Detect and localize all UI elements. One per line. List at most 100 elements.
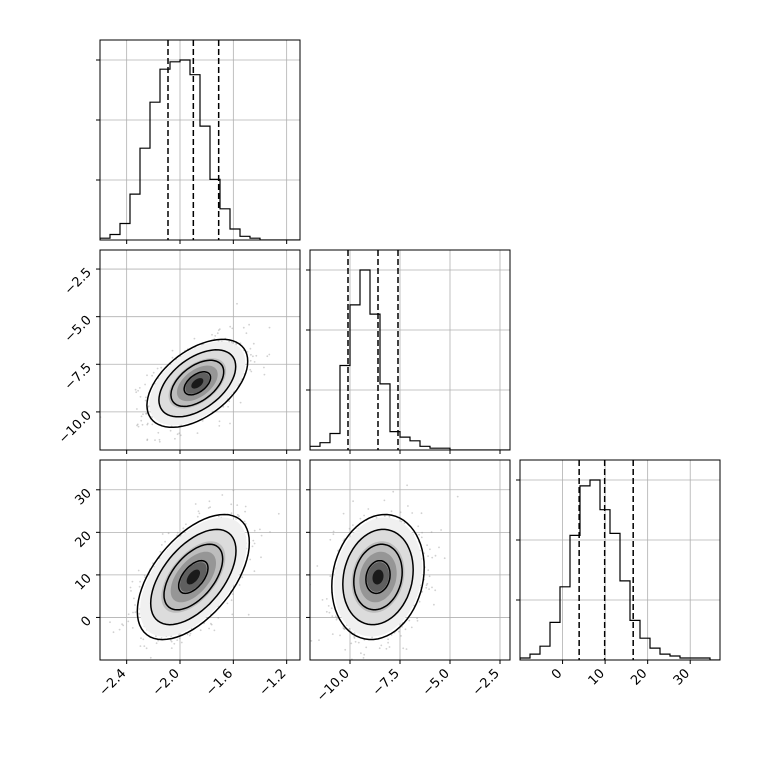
sample-point — [210, 622, 212, 625]
sample-point — [217, 329, 220, 332]
sample-point — [156, 367, 159, 370]
sample-point — [269, 531, 271, 533]
sample-point — [138, 585, 141, 588]
sample-point — [121, 623, 123, 626]
sample-point — [426, 544, 428, 547]
sample-point — [213, 629, 216, 632]
sample-point — [350, 642, 353, 645]
sample-point — [147, 405, 150, 408]
sample-point — [410, 626, 413, 629]
sample-point — [253, 361, 256, 363]
sample-point — [169, 639, 172, 642]
sample-point — [146, 665, 148, 667]
panel-border-2-1 — [309, 459, 511, 661]
sample-point — [235, 343, 238, 345]
sample-point — [184, 458, 186, 460]
sample-point — [362, 657, 365, 659]
sample-point — [421, 590, 424, 593]
sample-point — [211, 333, 213, 336]
sample-point — [239, 401, 242, 404]
x-tick-label: 10 — [586, 666, 608, 688]
x-tick-label: 0 — [549, 666, 565, 682]
sample-point — [243, 520, 246, 523]
sample-point — [196, 432, 199, 434]
joint-2-0 — [109, 489, 280, 671]
sample-point — [167, 532, 170, 535]
sample-point — [260, 534, 263, 537]
sample-point — [249, 347, 252, 350]
sample-point — [170, 640, 173, 643]
sample-point — [198, 512, 201, 515]
sample-point — [352, 524, 354, 526]
sample-point — [408, 619, 411, 622]
sample-point — [174, 437, 176, 440]
sample-point — [136, 423, 139, 426]
sample-point — [146, 438, 149, 441]
y-tick-label: −7.5 — [62, 361, 95, 394]
sample-point — [218, 420, 221, 423]
sample-point — [249, 359, 252, 362]
sample-point — [231, 327, 234, 330]
sample-point — [244, 505, 247, 508]
sample-point — [348, 527, 351, 530]
sample-point — [238, 584, 241, 586]
sample-point — [173, 642, 176, 645]
x-tick-label: −2.0 — [150, 666, 183, 699]
sample-point — [353, 637, 356, 639]
contour-line — [170, 359, 225, 408]
sample-point — [182, 527, 185, 530]
sample-point — [236, 513, 239, 516]
sample-point — [379, 661, 381, 663]
sample-point — [259, 528, 261, 531]
sample-point — [160, 637, 163, 639]
sample-point — [390, 634, 393, 636]
x-tick-label: 30 — [671, 666, 693, 688]
sample-point — [217, 617, 220, 619]
contour-line — [183, 371, 212, 396]
sample-point — [230, 503, 233, 506]
sample-point — [157, 639, 160, 642]
sample-point — [425, 586, 428, 589]
sample-point — [411, 512, 414, 514]
sample-point — [135, 391, 138, 394]
sample-point — [129, 586, 132, 589]
panel-border-2-2 — [519, 459, 721, 661]
sample-point — [229, 325, 232, 328]
sample-point — [232, 593, 234, 595]
sample-point — [354, 640, 357, 643]
sample-point — [378, 647, 381, 650]
sample-point — [140, 419, 143, 422]
sample-point — [179, 434, 182, 437]
x-tick-label: −7.5 — [370, 666, 403, 699]
sample-point — [131, 580, 134, 583]
sample-point — [248, 323, 251, 326]
sample-point — [318, 639, 320, 641]
sample-point — [430, 531, 433, 533]
sample-point — [353, 635, 356, 638]
panel-1-0 — [100, 250, 300, 460]
sample-point — [218, 425, 221, 427]
sample-point — [390, 510, 393, 513]
sample-point — [245, 332, 248, 335]
sample-point — [140, 415, 143, 418]
contour-line — [365, 559, 391, 595]
sample-point — [134, 604, 136, 606]
joint-2-1 — [310, 484, 459, 663]
sample-point — [406, 484, 408, 487]
sample-point — [216, 332, 219, 335]
sample-point — [375, 517, 378, 519]
x-tick-label: −2.4 — [97, 666, 130, 699]
sample-point — [438, 546, 440, 549]
sample-point — [138, 669, 140, 671]
sample-point — [428, 575, 431, 578]
sample-point — [164, 540, 167, 543]
sample-point — [392, 490, 395, 493]
sample-point — [253, 570, 256, 573]
sample-point — [137, 425, 140, 428]
sample-point — [331, 633, 334, 635]
sample-point — [139, 580, 142, 583]
sample-point — [236, 504, 239, 506]
sample-point — [143, 645, 146, 647]
y-tick-label: 20 — [73, 529, 95, 551]
